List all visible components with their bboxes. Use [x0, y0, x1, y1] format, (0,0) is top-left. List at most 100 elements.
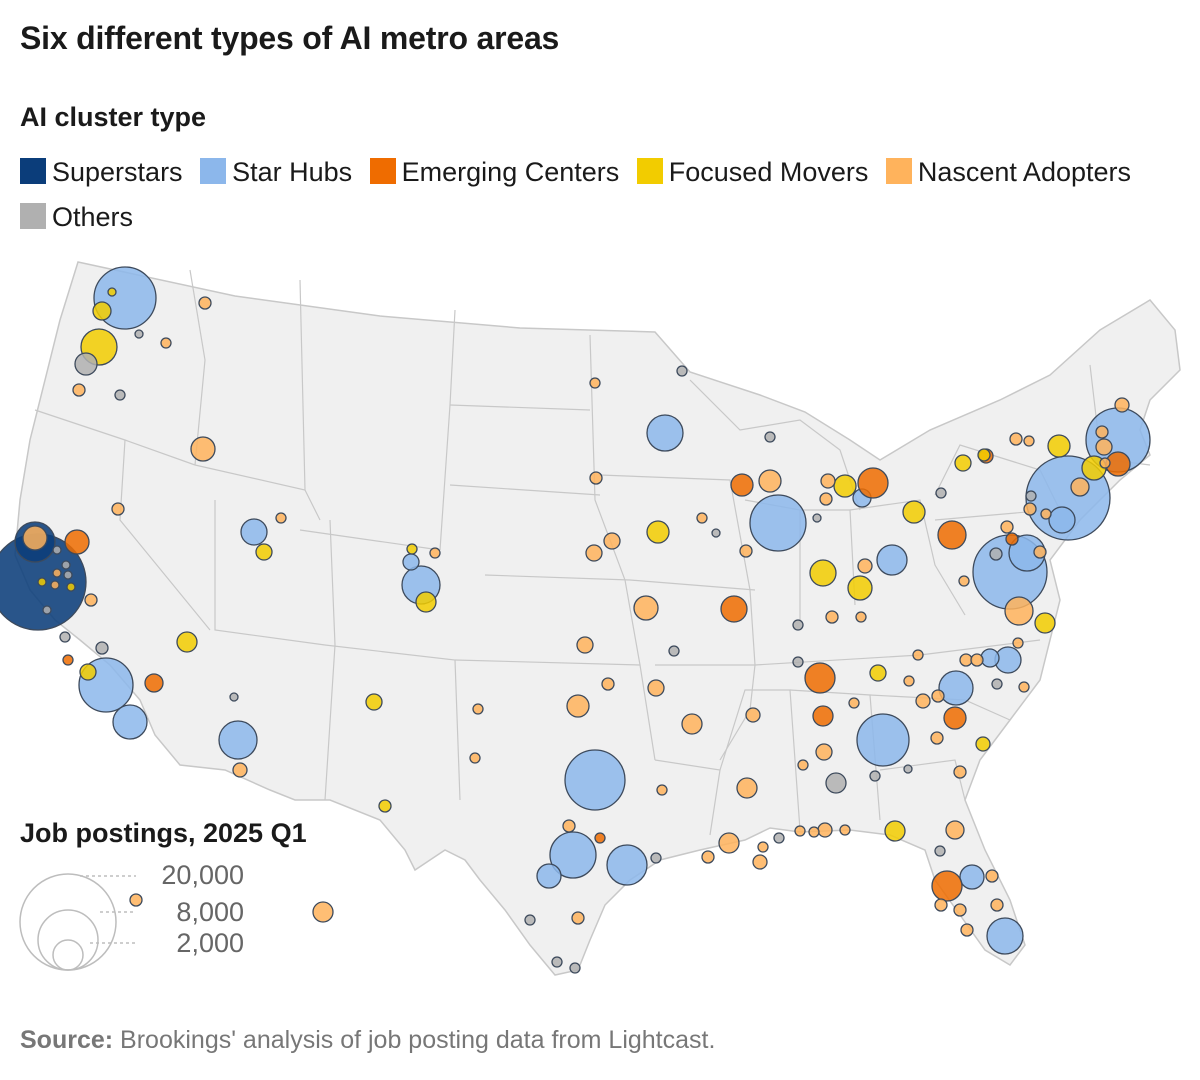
metro-bubble: [1099, 457, 1111, 469]
metro-bubble: [114, 389, 126, 401]
metro-bubble: [232, 762, 248, 778]
metro-bubble: [576, 636, 594, 654]
metro-bubble: [52, 568, 62, 578]
metro-bubble: [589, 471, 603, 485]
metro-bubble: [1114, 397, 1130, 413]
metro-bubble: [809, 559, 837, 587]
metro-bubble: [954, 454, 972, 472]
metro-bubble: [825, 610, 839, 624]
metro-bubble: [938, 670, 974, 706]
metro-bubble: [650, 852, 662, 864]
metro-bubble: [931, 870, 963, 902]
legend-item-star-hubs: Star Hubs: [200, 157, 352, 187]
metro-bubble: [59, 631, 71, 643]
metro-bubble: [1012, 637, 1024, 649]
metro-bubble: [95, 641, 109, 655]
metro-bubble: [839, 824, 851, 836]
metro-bubble: [943, 706, 967, 730]
metro-bubble: [730, 473, 754, 497]
metro-bubble: [601, 677, 615, 691]
metro-bubble: [63, 570, 73, 580]
metro-bubble: [752, 854, 768, 870]
metro-bubble: [915, 693, 931, 709]
metro-bubble: [1095, 438, 1113, 456]
metro-bubble: [1033, 545, 1047, 559]
source-text: Brookings' analysis of job posting data …: [120, 1026, 716, 1054]
size-legend-label-2000: 2,000: [176, 928, 244, 958]
metro-bubble: [696, 512, 708, 524]
metro-bubble: [986, 917, 1024, 955]
metro-bubble: [66, 582, 76, 592]
metro-bubble: [935, 487, 947, 499]
metro-bubble: [524, 914, 536, 926]
metro-bubble: [415, 591, 437, 613]
legend-label: Emerging Centers: [401, 157, 620, 187]
legend-swatch: [636, 158, 663, 184]
metro-bubble: [808, 826, 820, 838]
metro-bubble: [74, 352, 98, 376]
metro-bubble: [571, 911, 585, 925]
metro-bubble: [736, 777, 758, 799]
metro-bubble: [50, 580, 60, 590]
metro-bubble: [107, 287, 117, 297]
metro-bubble: [562, 819, 576, 833]
size-legend-label-8000: 8,000: [176, 897, 244, 927]
metro-bubble: [22, 525, 48, 551]
metro-bubble: [794, 825, 806, 837]
metro-bubble: [111, 502, 125, 516]
metro-bubble: [472, 703, 484, 715]
metro-bubble: [92, 301, 112, 321]
metro-bubble: [61, 560, 71, 570]
metro-bubble: [646, 414, 684, 452]
metro-bubble: [551, 956, 563, 968]
metro-bubble: [79, 663, 97, 681]
metro-bubble: [1025, 490, 1037, 502]
metro-bubble: [989, 547, 1003, 561]
metro-bubble: [930, 731, 944, 745]
metro-bubble: [985, 869, 999, 883]
legend-item-emerging-centers: Emerging Centers: [369, 157, 620, 187]
metro-bubble: [1070, 477, 1090, 497]
metro-bubble: [1023, 435, 1035, 447]
metro-bubble: [749, 494, 807, 552]
metro-bubble: [934, 845, 946, 857]
metro-bubble: [190, 436, 216, 462]
size-legend-circle-2000: [52, 939, 84, 971]
metro-bubble: [129, 893, 143, 907]
legend-label: Others: [52, 202, 134, 232]
metro-bubble: [817, 822, 833, 838]
legend-item-superstars: Superstars: [20, 157, 183, 187]
metro-bubble: [833, 474, 857, 498]
legend-item-focused-movers: Focused Movers: [636, 157, 868, 187]
size-legend-circle-20000: [19, 873, 117, 971]
metro-bubble: [406, 543, 418, 555]
metro-bubble: [144, 673, 164, 693]
metro-bubble: [603, 532, 621, 550]
metro-bubble: [812, 513, 822, 523]
metro-bubble: [804, 662, 836, 694]
legend-item-nascent-adopters: Nascent Adopters: [885, 157, 1131, 187]
metro-bubble: [1047, 434, 1071, 458]
metro-bubble: [1009, 432, 1023, 446]
legend-swatch: [369, 158, 396, 184]
metro-bubble: [857, 558, 873, 574]
metro-bubble: [773, 832, 785, 844]
metro-bubble: [977, 448, 991, 462]
metro-bubble: [980, 648, 1000, 668]
metro-bubble: [934, 898, 948, 912]
metro-bubble: [848, 697, 860, 709]
metro-bubble: [953, 903, 967, 917]
metro-bubble: [112, 704, 148, 740]
metro-bubble: [569, 962, 581, 974]
metro-bubble: [739, 544, 753, 558]
metro-bubble: [647, 679, 665, 697]
metro-bubble: [1005, 532, 1019, 546]
metro-bubble: [429, 547, 441, 559]
metro-bubble: [62, 654, 74, 666]
metro-bubble: [792, 656, 804, 668]
chart-title: Six different types of AI metro areas: [20, 20, 560, 56]
metro-bubble: [884, 820, 906, 842]
legend-swatch: [200, 158, 227, 184]
metro-bubble: [594, 832, 606, 844]
metro-bubble: [84, 593, 98, 607]
